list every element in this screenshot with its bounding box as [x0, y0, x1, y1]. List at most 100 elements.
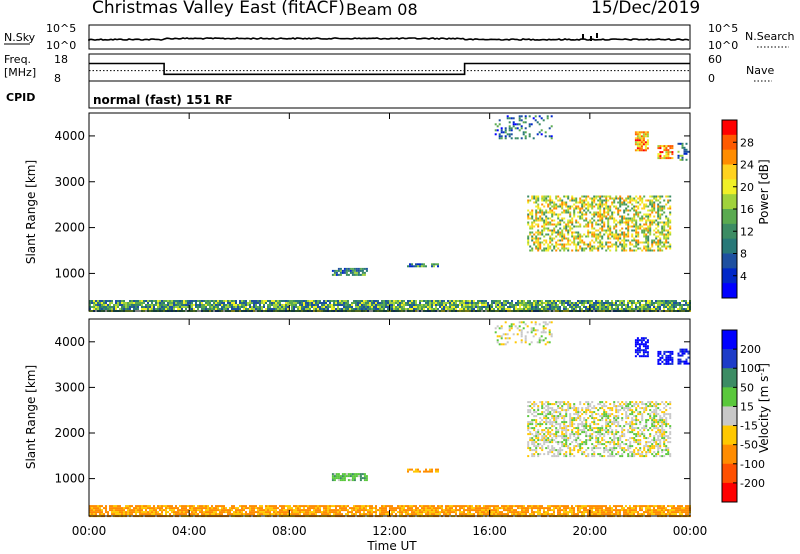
heatmap-cell: [251, 505, 253, 508]
heatmap-cell: [197, 304, 199, 306]
heatmap-cell: [663, 505, 665, 508]
heatmap-cell: [211, 509, 213, 512]
heatmap-cell: [411, 511, 413, 514]
heatmap-cell: [403, 308, 405, 310]
heatmap-cell: [651, 221, 654, 224]
heatmap-cell: [359, 306, 361, 308]
heatmap-cell: [581, 300, 583, 302]
heatmap-cell: [93, 513, 95, 516]
heatmap-cell: [427, 509, 429, 512]
heatmap-cell: [549, 221, 552, 224]
heatmap-cell: [97, 304, 99, 306]
heatmap-cell: [642, 133, 645, 136]
heatmap-cell: [579, 241, 582, 244]
heatmap-cell: [415, 468, 417, 471]
heatmap-cell: [685, 300, 687, 302]
heatmap-cell: [191, 511, 193, 514]
heatmap-cell: [675, 509, 677, 512]
heatmap-cell: [109, 300, 111, 302]
heatmap-cell: [613, 199, 616, 202]
heatmap-cell: [239, 513, 241, 516]
heatmap-cell: [327, 304, 329, 306]
heatmap-cell: [621, 249, 624, 252]
heatmap-cell: [449, 505, 451, 508]
heatmap-cell: [525, 308, 527, 310]
heatmap-cell: [549, 209, 552, 212]
heatmap-cell: [423, 308, 425, 310]
heatmap-cell: [649, 513, 651, 516]
heatmap-cell: [545, 197, 548, 200]
heatmap-cell: [235, 507, 237, 510]
heatmap-cell: [441, 304, 443, 306]
heatmap-cell: [581, 247, 584, 250]
heatmap-cell: [547, 409, 550, 412]
heatmap-cell: [561, 205, 564, 208]
heatmap-cell: [399, 505, 401, 508]
heatmap-cell: [635, 249, 638, 252]
heatmap-cell: [389, 507, 391, 510]
heatmap-cell: [319, 300, 321, 302]
heatmap-cell: [421, 511, 423, 514]
heatmap-cell: [191, 306, 193, 308]
heatmap-cell: [581, 213, 584, 216]
heatmap-cell: [641, 505, 643, 508]
heatmap-cell: [153, 513, 155, 516]
heatmap-cell: [557, 509, 559, 512]
heatmap-cell: [657, 243, 660, 246]
heatmap-cell: [253, 304, 255, 306]
heatmap-cell: [459, 302, 461, 304]
heatmap-cell: [543, 227, 546, 230]
heatmap-cell: [487, 509, 489, 512]
heatmap-cell: [157, 511, 159, 514]
heatmap-cell: [533, 429, 536, 432]
heatmap-cell: [635, 511, 637, 514]
heatmap-cell: [347, 479, 350, 482]
heatmap-cell: [117, 513, 119, 516]
heatmap-cell: [123, 511, 125, 514]
heatmap-cell: [339, 269, 342, 272]
heatmap-cell: [183, 300, 185, 302]
heatmap-cell: [545, 511, 547, 514]
heatmap-cell: [567, 225, 570, 228]
heatmap-cell: [636, 139, 639, 142]
heatmap-cell: [545, 413, 548, 416]
heatmap-cell: [339, 505, 341, 508]
heatmap-cell: [547, 249, 550, 252]
heatmap-cell: [679, 511, 681, 514]
heatmap-cell: [425, 302, 427, 304]
heatmap-cell: [683, 152, 686, 155]
heatmap-cell: [211, 513, 213, 516]
heatmap-cell: [567, 243, 570, 246]
heatmap-cell: [141, 507, 143, 510]
heatmap-cell: [633, 199, 636, 202]
heatmap-cell: [281, 505, 283, 508]
heatmap-cell: [573, 509, 575, 512]
heatmap-cell: [563, 247, 566, 250]
heatmap-cell: [271, 513, 273, 516]
heatmap-cell: [547, 308, 549, 310]
heatmap-cell: [103, 302, 105, 304]
heatmap-cell: [153, 300, 155, 302]
heatmap-cell: [313, 509, 315, 512]
heatmap-cell: [237, 507, 239, 510]
heatmap-cell: [541, 225, 544, 228]
heatmap-cell: [529, 225, 532, 228]
heatmap-cell: [599, 306, 601, 308]
heatmap-cell: [619, 199, 622, 202]
heatmap-cell: [417, 263, 419, 266]
heatmap-cell: [527, 241, 530, 244]
heatmap-cell: [643, 227, 646, 230]
heatmap-cell: [205, 509, 207, 512]
heatmap-cell: [529, 401, 532, 404]
heatmap-cell: [561, 435, 564, 438]
heatmap-cell: [535, 247, 538, 250]
heatmap-cell: [335, 513, 337, 516]
heatmap-cell: [663, 241, 666, 244]
heatmap-cell: [563, 403, 566, 406]
heatmap-cell: [629, 249, 632, 252]
heatmap-cell: [167, 505, 169, 508]
heatmap-cell: [443, 511, 445, 514]
heatmap-cell: [453, 304, 455, 306]
heatmap-cell: [623, 308, 625, 310]
heatmap-cell: [481, 507, 483, 510]
